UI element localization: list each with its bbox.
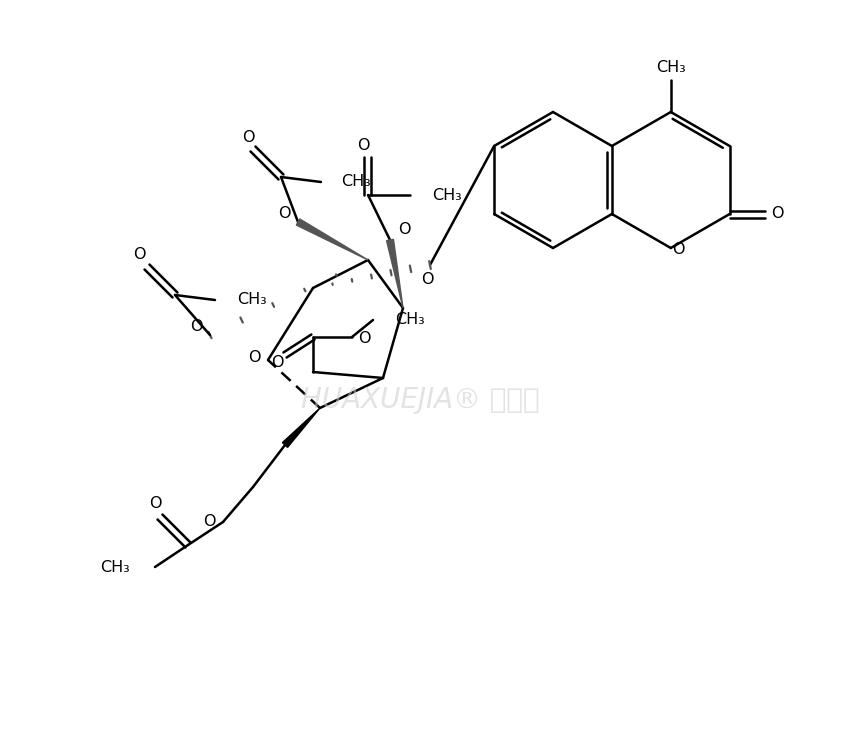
Text: O: O [133,248,145,262]
Polygon shape [296,219,368,260]
Text: O: O [241,130,254,145]
Text: CH₃: CH₃ [655,59,684,74]
Polygon shape [282,408,320,448]
Text: O: O [672,242,684,257]
Text: O: O [771,206,783,221]
Text: O: O [203,514,215,529]
Text: O: O [356,137,369,152]
Text: O: O [247,350,260,365]
Polygon shape [386,239,403,308]
Text: O: O [398,223,410,238]
Text: O: O [278,206,289,221]
Text: CH₃: CH₃ [394,313,425,328]
Text: CH₃: CH₃ [431,188,461,202]
Text: O: O [357,332,370,346]
Text: CH₃: CH₃ [100,560,130,574]
Text: O: O [149,496,161,512]
Text: CH₃: CH₃ [236,292,267,308]
Text: O: O [190,320,202,334]
Text: HUAXUEJIA® 化学加: HUAXUEJIA® 化学加 [300,386,538,414]
Text: O: O [420,272,433,287]
Text: CH₃: CH₃ [341,175,371,190]
Text: O: O [270,356,283,370]
